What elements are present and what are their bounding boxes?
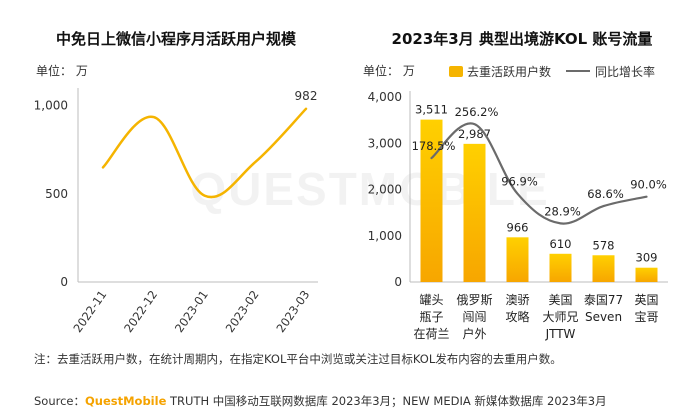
category-label: Seven xyxy=(585,310,622,324)
right-legend: 去重活跃用户数 同比增长率 xyxy=(449,64,655,79)
growth-rate-label: 96.9% xyxy=(501,175,538,189)
category-label: 美国 xyxy=(548,293,572,307)
category-label: 在荷兰 xyxy=(413,327,449,341)
right-y-tick-label: 2,000 xyxy=(368,183,402,197)
source-rest: TRUTH 中国移动互联网数据库 2023年3月；NEW MEDIA 新媒体数据… xyxy=(166,394,607,408)
left-x-tick-label: 2022-12 xyxy=(121,288,160,335)
left-x-tick-label: 2023-01 xyxy=(172,288,211,335)
right-y-tick-label: 0 xyxy=(394,275,402,289)
category-label: 英国 xyxy=(634,293,658,307)
left-y-tick-label: 500 xyxy=(45,187,68,201)
right-bar-line-chart: 0 1,000 2,000 3,000 4,000 3,511 2,987 966 610 578… xyxy=(368,90,668,341)
growth-rate-label: 68.6% xyxy=(587,187,624,201)
growth-rate-label: 178.5% xyxy=(412,139,456,153)
category-label: 泰国77 xyxy=(584,293,623,307)
category-label: 大师兄 xyxy=(542,310,578,324)
bar-value-label: 966 xyxy=(507,220,529,234)
right-chart-title: 2023年3月 典型出境游KOL 账号流量 xyxy=(392,30,653,48)
left-chart-title: 中免日上微信小程序月活跃用户规模 xyxy=(56,30,297,48)
category-label: 澳骄 xyxy=(505,293,529,307)
growth-rate-label: 256.2% xyxy=(455,105,499,119)
bar-value-label: 3,511 xyxy=(415,103,448,117)
right-y-tick-label: 3,000 xyxy=(368,136,402,150)
left-y-tick-label: 1,000 xyxy=(34,99,68,113)
growth-rate-label: 90.0% xyxy=(630,178,667,192)
category-label: 宝哥 xyxy=(634,310,658,324)
legend-bar-swatch xyxy=(449,66,463,77)
source-brand: QuestMobile xyxy=(85,394,167,408)
category-label: 俄罗斯 xyxy=(456,293,492,307)
left-unit-label: 单位： 万 xyxy=(36,63,88,78)
left-x-tick-label: 2023-03 xyxy=(273,288,312,335)
bar-value-label: 2,987 xyxy=(458,127,491,141)
right-y-tick-label: 4,000 xyxy=(368,90,402,104)
bar-value-label: 309 xyxy=(636,251,658,265)
bar xyxy=(592,255,615,282)
category-label: JTTW xyxy=(545,327,576,341)
category-label: 攻略 xyxy=(505,309,529,324)
bar-value-label: 578 xyxy=(593,238,615,252)
category-label: 罐头 xyxy=(419,293,443,307)
category-label: 闯闯 xyxy=(462,309,486,324)
right-y-tick-label: 1,000 xyxy=(368,229,402,243)
bar-value-label: 610 xyxy=(550,237,572,251)
source-line: Source：QuestMobile TRUTH 中国移动互联网数据库 2023… xyxy=(34,393,607,409)
legend-bar-label: 去重活跃用户数 xyxy=(467,64,551,79)
bar xyxy=(549,253,572,282)
category-label: 瓶子 xyxy=(419,310,443,324)
watermark-logo: QUESTMOBILE xyxy=(190,163,549,215)
source-prefix: Source： xyxy=(34,394,85,408)
category-label: 户外 xyxy=(462,326,486,341)
bar xyxy=(635,267,658,282)
bar xyxy=(506,237,529,282)
left-x-tick-label: 2022-11 xyxy=(70,288,109,335)
footnote: 注：去重活跃用户数，在统计周期内，在指定KOL平台中浏览或关注过目标KOL发布内… xyxy=(34,352,562,366)
right-unit-label: 单位： 万 xyxy=(363,63,415,78)
left-series-line xyxy=(101,107,308,199)
bar xyxy=(420,119,443,283)
growth-rate-label: 28.9% xyxy=(544,204,581,218)
legend-line-label: 同比增长率 xyxy=(595,64,655,79)
left-data-label: 982 xyxy=(295,89,318,103)
left-y-tick-label: 0 xyxy=(60,275,68,289)
left-x-tick-label: 2023-02 xyxy=(223,288,262,335)
bar xyxy=(463,143,486,282)
growth-rate-line xyxy=(430,122,648,225)
